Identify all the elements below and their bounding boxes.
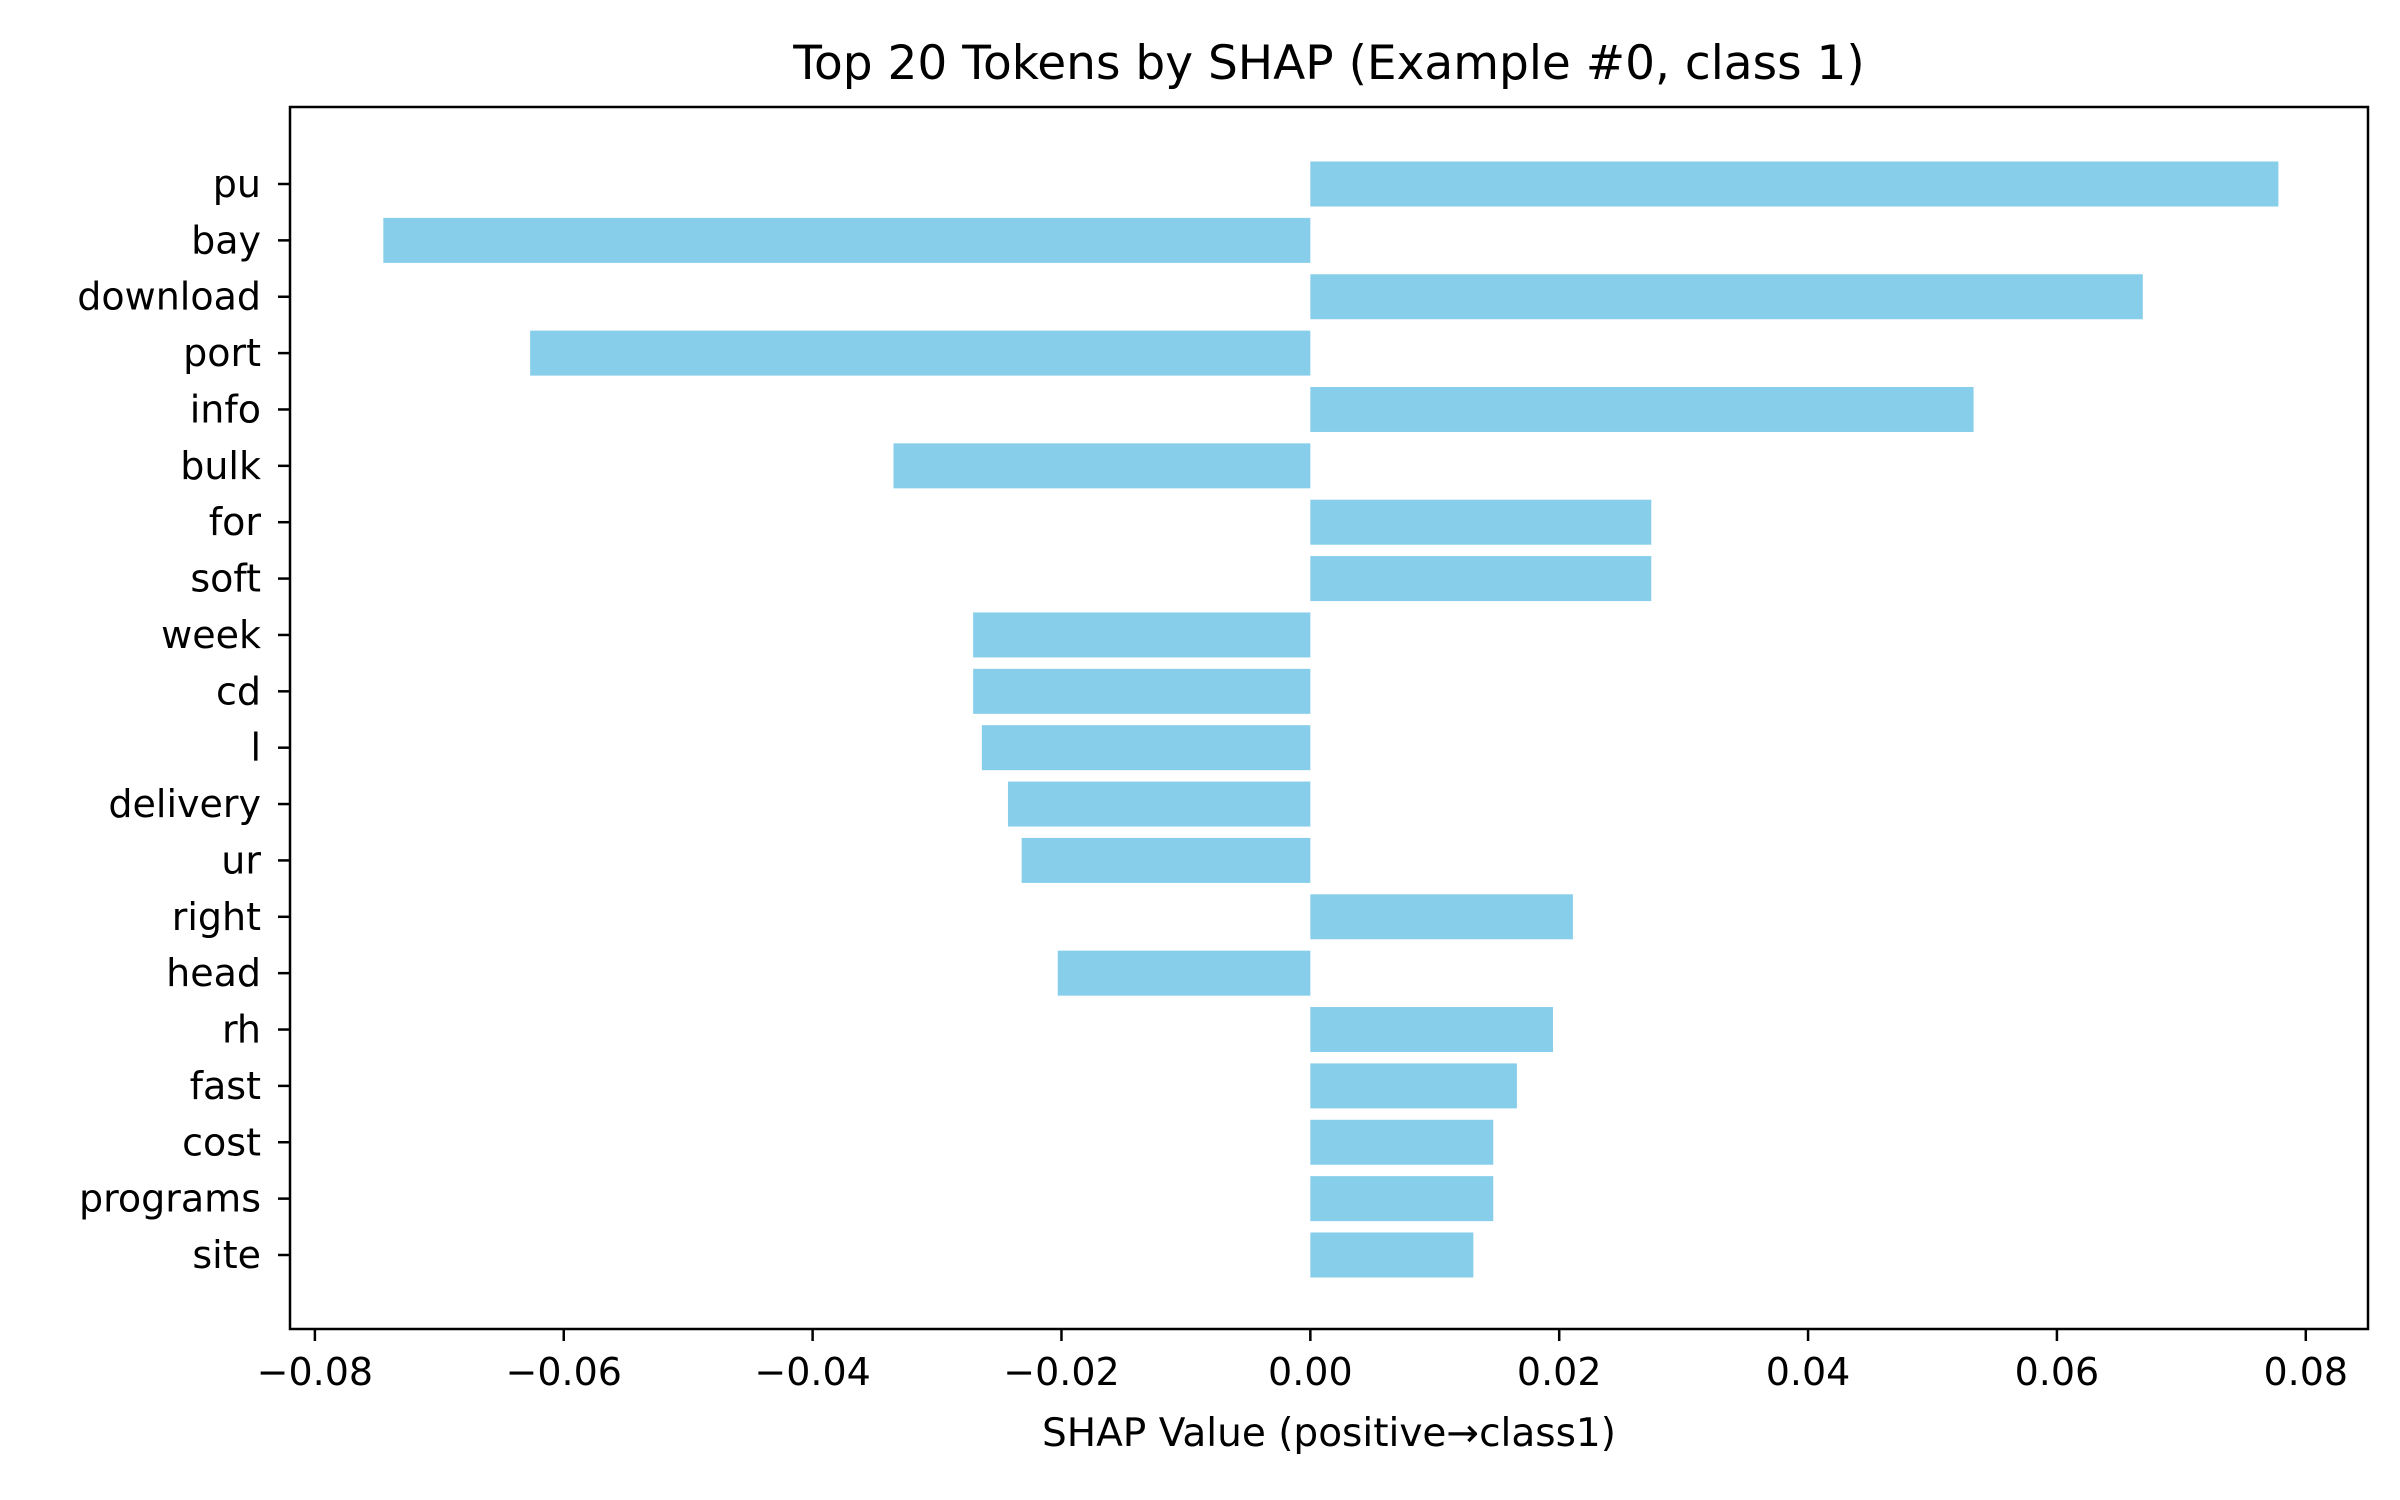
bar-soft [1310, 556, 1652, 602]
bar-for [1310, 499, 1652, 545]
bar-ur [1021, 837, 1311, 883]
bar-bulk [893, 443, 1311, 489]
bar-programs [1310, 1176, 1494, 1222]
bar-info [1310, 386, 1974, 432]
y-tick-label: l [250, 726, 261, 770]
chart-title: Top 20 Tokens by SHAP (Example #0, class… [792, 36, 1865, 91]
x-tick-label: −0.02 [1003, 1350, 1119, 1394]
y-tick-label: right [172, 895, 261, 939]
y-tick-label: port [183, 331, 261, 375]
y-tick-label: site [192, 1233, 261, 1277]
bar-site [1310, 1232, 1474, 1278]
x-axis-label: SHAP Value (positive→class1) [1042, 1411, 1616, 1456]
bar-head [1057, 950, 1311, 996]
x-tick-label: 0.06 [2015, 1350, 2100, 1394]
x-tick-label: 0.00 [1268, 1350, 1353, 1394]
x-tick-label: 0.08 [2263, 1350, 2348, 1394]
x-tick-label: 0.02 [1517, 1350, 1602, 1394]
y-tick-label: cost [182, 1120, 261, 1164]
bar-week [973, 612, 1311, 658]
x-tick-label: −0.06 [506, 1350, 622, 1394]
y-tick-label: soft [190, 557, 261, 601]
x-tick-label: −0.08 [257, 1350, 373, 1394]
y-tick-label: ur [221, 838, 261, 882]
y-tick-label: download [77, 275, 261, 319]
x-tick-label: 0.04 [1766, 1350, 1851, 1394]
bar-rh [1310, 1007, 1553, 1053]
x-axis: −0.08 −0.06 −0.04 −0.02 0.00 0.02 0.04 0.06 0.08 [257, 1329, 2348, 1394]
bar-port [530, 330, 1311, 376]
bar-l [981, 725, 1311, 771]
bar-delivery [1007, 781, 1311, 827]
y-tick-label: programs [79, 1177, 261, 1221]
x-tick-label: −0.04 [754, 1350, 870, 1394]
bars-layer [383, 161, 2279, 1278]
bar-download [1310, 274, 2143, 320]
y-tick-label: bulk [180, 444, 261, 488]
bar-pu [1310, 161, 2279, 207]
y-tick-label: pu [213, 162, 261, 206]
bar-right [1310, 894, 1573, 940]
y-tick-label: week [161, 613, 261, 657]
y-tick-label: head [166, 951, 261, 995]
y-tick-label: fast [190, 1064, 261, 1108]
y-tick-label: delivery [108, 782, 261, 826]
y-tick-label: bay [191, 218, 261, 262]
plot-frame [288, 105, 2370, 1331]
bar-cost [1310, 1119, 1494, 1165]
bar-cd [973, 668, 1311, 714]
bar-bay [383, 217, 1311, 263]
y-axis: pu bay download port info bulk for soft week cd ld… [77, 162, 290, 1277]
bar-fast [1310, 1063, 1517, 1109]
y-tick-label: cd [216, 669, 261, 713]
y-tick-label: for [209, 500, 262, 544]
y-tick-label: rh [222, 1008, 261, 1052]
y-tick-label: info [190, 387, 261, 431]
